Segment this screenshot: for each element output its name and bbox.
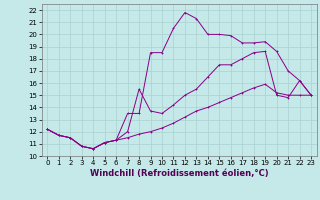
X-axis label: Windchill (Refroidissement éolien,°C): Windchill (Refroidissement éolien,°C) (90, 169, 268, 178)
